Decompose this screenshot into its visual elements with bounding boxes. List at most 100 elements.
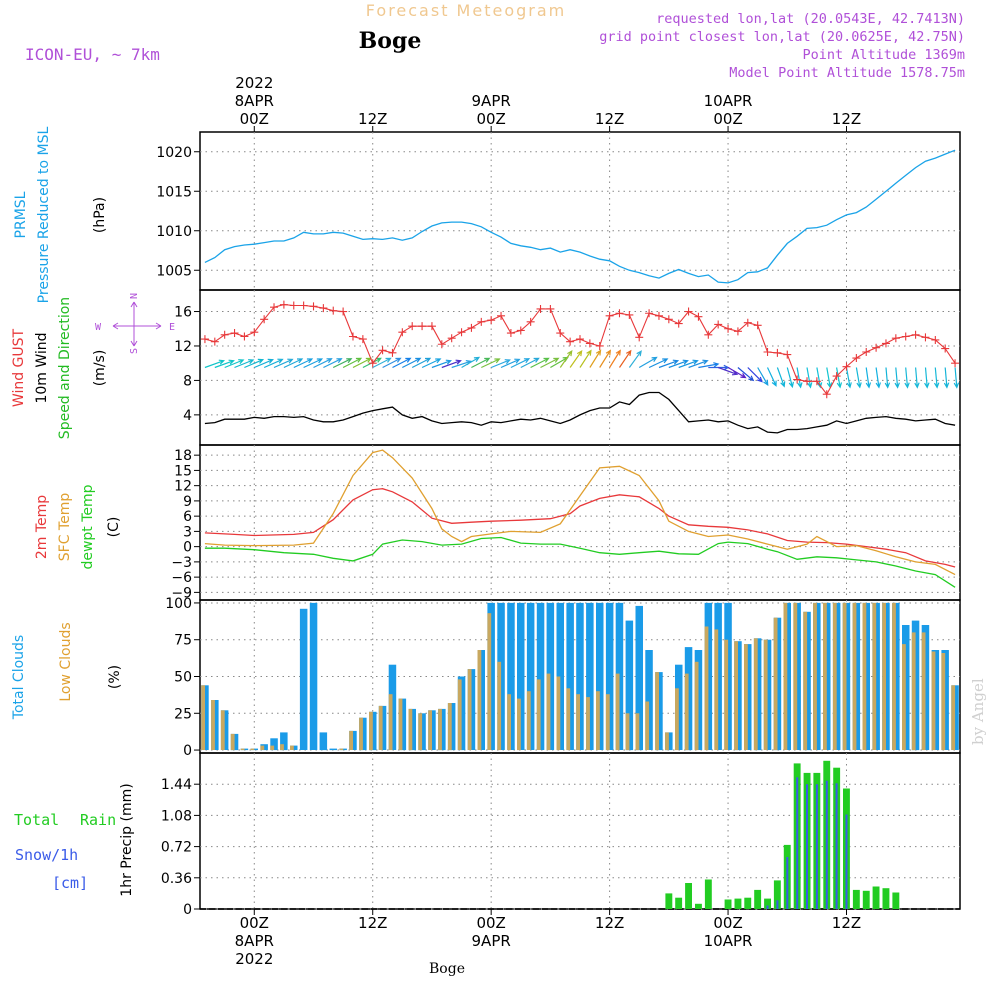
wind-gust-point (457, 328, 466, 337)
low-clouds-bar (951, 685, 956, 750)
low-clouds-bar (813, 602, 817, 750)
low-clouds-bar (250, 748, 255, 751)
bottom-time-label: 12Z (832, 914, 861, 932)
sfc-temp-line (204, 449, 956, 576)
wind-direction-arrow (313, 358, 333, 369)
temperature-ytick-label: 0 (183, 540, 192, 556)
wind-direction-arrow (520, 357, 540, 369)
top-time-label: 9APR (472, 92, 511, 110)
low-clouds-bar (675, 688, 679, 751)
total-clouds-bar (319, 732, 328, 751)
total-precip-bar (892, 892, 900, 909)
low-clouds-bar (902, 644, 906, 750)
low-clouds-bar (635, 713, 640, 751)
wind-direction-arrow (411, 357, 432, 369)
wind-gust-point (506, 329, 515, 338)
wind-gust-point (743, 318, 752, 327)
low-clouds-bar (763, 639, 768, 750)
wind-direction-arrow (599, 349, 612, 368)
bottom-time-label: 2022 (235, 950, 273, 968)
wind-direction-arrow (943, 367, 950, 389)
wind-direction-arrow (786, 367, 794, 389)
temp-2m-line (204, 488, 956, 568)
low-clouds-bar (260, 745, 265, 750)
wind-gust-point (901, 332, 910, 341)
wind-gust-point (546, 304, 555, 313)
total-clouds-label: Total Clouds (11, 635, 27, 720)
low-clouds-bar (862, 602, 867, 750)
wind-gust-point (674, 319, 683, 328)
clouds-ytick-label: 75 (174, 633, 192, 649)
requested-location: requested lon,lat (20.0543E, 42.7413N) (656, 11, 965, 27)
wind-gust-point (368, 359, 377, 368)
bottom-station-label: Boge (429, 961, 465, 977)
bottom-time-label: 00Z (240, 914, 269, 932)
snow-bar (776, 900, 779, 909)
wind-direction-arrow (757, 367, 769, 386)
pressure-ytick-label: 1015 (156, 184, 192, 200)
wind-direction-arrow (293, 358, 314, 369)
dewpoint-line (204, 536, 956, 588)
total-precip-bar (695, 903, 702, 909)
low-clouds-bar (823, 602, 827, 750)
total-precip-bar (704, 879, 712, 909)
total-clouds-bar (635, 605, 643, 751)
wind-gust-point (200, 335, 209, 344)
low-clouds-bar (605, 694, 610, 751)
wind-gust-point (645, 309, 654, 318)
wind-panel-labels: Wind GUST 10m Wind Speed and Direction (… (11, 297, 108, 439)
wind-direction-arrow (490, 359, 511, 369)
top-time-label: 10APR (704, 92, 753, 110)
top-time-label: 00Z (476, 110, 505, 128)
wind-direction-arrow (431, 359, 452, 369)
wind-gust-point (763, 348, 772, 356)
compass-east: E (169, 322, 175, 333)
precip-unit-label: 1hr Precip (mm) (119, 783, 135, 896)
total-clouds-bar (566, 602, 574, 750)
speed-direction-label: Speed and Direction (57, 297, 73, 439)
bottom-time-label: 9APR (472, 932, 511, 950)
snow-bar (806, 784, 808, 909)
top-time-label: 2022 (235, 74, 273, 92)
wind-gust-point (477, 317, 486, 326)
wind-direction-arrow (836, 367, 843, 389)
low-clouds-bar (872, 602, 877, 750)
low-clouds-bar (349, 730, 353, 750)
low-clouds-bar (645, 701, 650, 750)
total-precip-bar (882, 888, 890, 909)
low-clouds-bar (724, 639, 729, 750)
total-precip-bar (675, 897, 683, 909)
low-clouds-bar (507, 694, 511, 751)
wind-gust-point (378, 346, 387, 355)
wind-direction-arrow (589, 349, 602, 368)
low-clouds-bar (418, 713, 423, 751)
top-time-label: 12Z (595, 110, 624, 128)
temperature-ytick-label: 9 (183, 494, 192, 510)
low-clouds-bar (290, 745, 294, 750)
point-altitude: Point Altitude 1369m (802, 47, 965, 63)
wind-gust-point (418, 322, 427, 331)
wind-direction-arrow (204, 359, 226, 369)
temperature-ytick-label: 18 (174, 448, 192, 464)
wind-direction-arrow (668, 359, 689, 369)
wind-gust-point (576, 335, 584, 344)
wind-direction-arrow (737, 367, 755, 382)
pressure-ytick-label: 1020 (156, 145, 192, 161)
wind-gust-point (447, 334, 456, 343)
low-clouds-bar (566, 688, 571, 751)
wind-direction-arrow (766, 367, 777, 387)
wind-direction-arrow (441, 359, 462, 369)
wind-direction-arrow (421, 358, 442, 369)
top-time-label: 8APR (235, 92, 274, 110)
low-clouds-bar (694, 661, 699, 751)
wind-gust-point (556, 329, 565, 338)
low-clouds-bar (211, 700, 215, 750)
clouds-ytick-label: 50 (174, 670, 192, 686)
total-precip-bar (685, 883, 692, 909)
low-clouds-bar (457, 679, 462, 750)
pressure-ytick-label: 1010 (156, 224, 192, 240)
wind-gust-point (862, 348, 871, 356)
low-clouds-bar (388, 694, 393, 751)
wind-gust-point (911, 330, 920, 339)
snow-bar (815, 784, 818, 909)
